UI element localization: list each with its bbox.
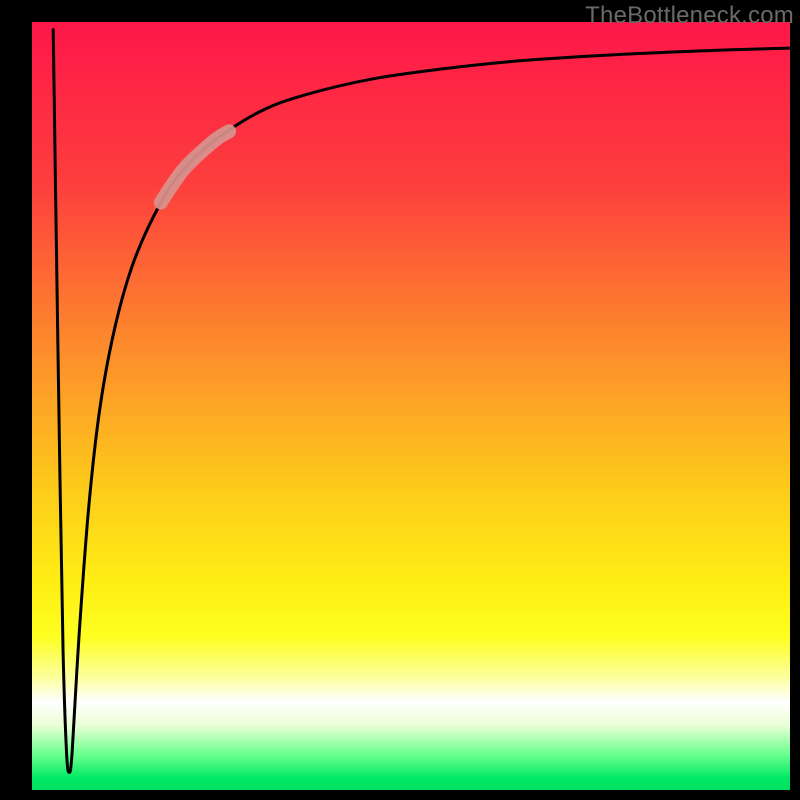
plot-background: [32, 22, 790, 790]
chart-svg: [0, 0, 800, 800]
chart-stage: TheBottleneck.com: [0, 0, 800, 800]
